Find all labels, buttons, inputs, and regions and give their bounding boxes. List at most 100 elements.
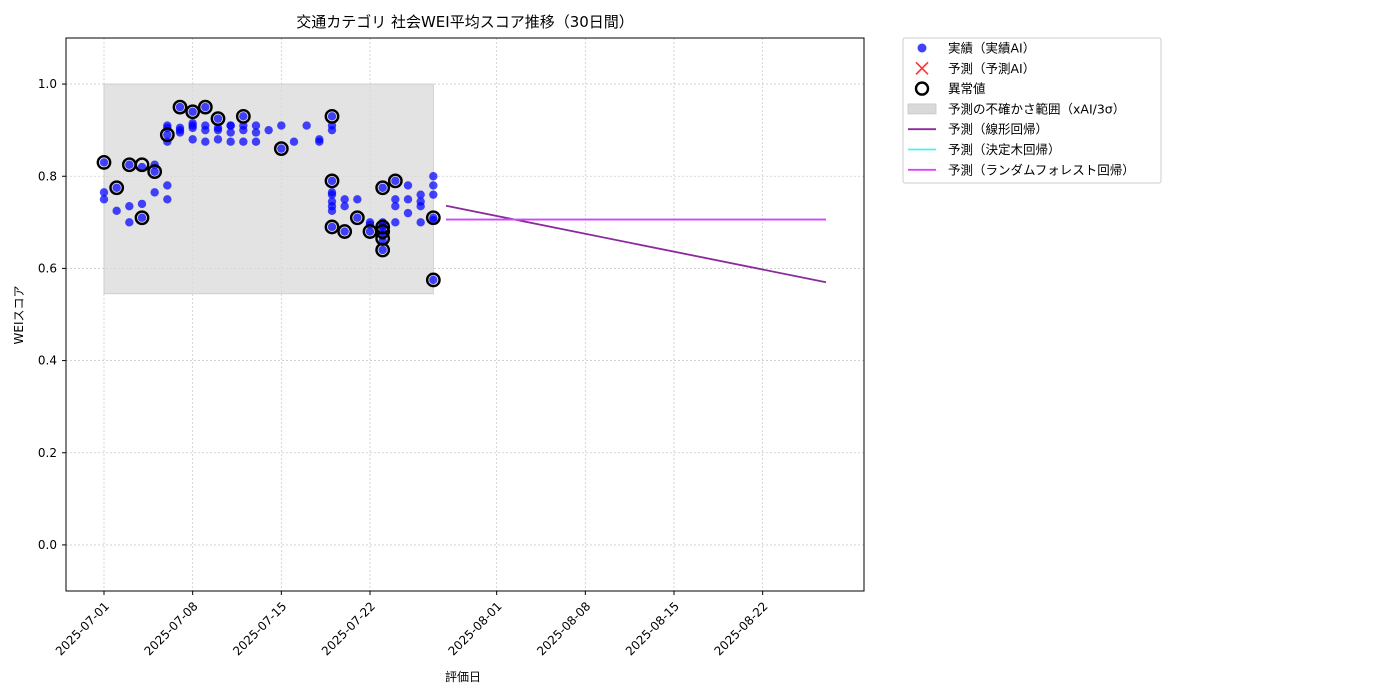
actual-point <box>125 218 134 227</box>
actual-point <box>213 114 223 123</box>
anomaly-ring <box>425 272 441 288</box>
anomaly-ring <box>375 180 391 196</box>
actual-point <box>289 137 299 146</box>
chart-title: 交通カテゴリ 社会WEI平均スコア推移（30日間） <box>296 13 634 31</box>
legend-label: 予測の不確かさ範囲（xAI/3σ） <box>948 101 1125 116</box>
actual-point <box>403 181 413 190</box>
actual-point <box>163 195 172 204</box>
x-tick-label: 2025-07-01 <box>53 599 112 658</box>
legend-dot-icon <box>917 43 927 53</box>
actual-point <box>277 121 286 130</box>
actual-point <box>226 137 235 146</box>
actual-point <box>378 236 387 245</box>
anomaly-ring <box>324 108 340 124</box>
x-axis-label: 評価日 <box>445 669 481 684</box>
actual-point <box>429 275 438 285</box>
linear-regression-line <box>445 204 827 284</box>
actual-point <box>188 107 197 116</box>
actual-point <box>416 197 425 206</box>
actual-points <box>99 102 438 285</box>
actual-point <box>226 128 235 137</box>
actual-point <box>429 215 438 225</box>
anomaly-ring <box>273 141 289 157</box>
actual-point <box>112 183 121 192</box>
actual-point <box>175 125 185 135</box>
anomaly-ring <box>210 111 226 127</box>
legend-label: 予測（線形回帰） <box>948 122 1048 137</box>
uncertainty-band-rect <box>103 83 434 295</box>
actual-point <box>327 112 337 121</box>
anomaly-ring <box>96 155 112 170</box>
actual-point <box>137 199 147 209</box>
actual-point <box>391 218 400 227</box>
actual-point <box>188 119 197 128</box>
actual-point <box>251 128 261 137</box>
actual-point <box>416 190 425 199</box>
anomaly-ring <box>425 210 441 226</box>
actual-point <box>429 181 438 190</box>
actual-point <box>403 208 413 218</box>
x-axis: 2025-07-01 2025-07-08 2025-07-15 2025-07-22… <box>53 591 771 658</box>
legend-label: 予測（ランダムフォレスト回帰） <box>948 162 1135 177</box>
actual-point <box>163 130 172 139</box>
actual-point <box>315 137 324 146</box>
actual-point <box>391 202 400 211</box>
actual-point <box>112 206 121 216</box>
actual-point <box>99 195 109 204</box>
y-tick-label: 0.8 <box>38 169 57 183</box>
legend-label: 予測（決定木回帰） <box>948 142 1061 157</box>
x-tick-label: 2025-07-22 <box>319 599 378 658</box>
actual-point <box>99 188 109 197</box>
anomaly-ring <box>134 210 150 226</box>
actual-point <box>340 227 349 236</box>
legend-label: 異常値 <box>948 81 986 96</box>
actual-point <box>391 195 400 204</box>
actual-point <box>226 121 235 130</box>
y-tick-label: 0.0 <box>38 538 57 552</box>
actual-point <box>277 144 286 153</box>
anomaly-ring <box>109 180 125 196</box>
y-axis-label: WEIスコア <box>12 286 26 345</box>
anomaly-ring <box>349 210 365 226</box>
actual-point <box>378 245 387 255</box>
y-axis: 0.0 0.2 0.4 0.6 0.8 1.0 <box>38 77 66 552</box>
legend-ring-icon <box>914 81 930 96</box>
actual-point <box>378 183 387 192</box>
anomaly-ring <box>235 108 251 124</box>
legend-patch-icon <box>907 103 937 115</box>
actual-point <box>239 112 248 121</box>
anomaly-ring <box>375 224 391 239</box>
anomaly-ring <box>387 173 403 189</box>
anomaly-ring <box>337 224 353 239</box>
actual-point <box>353 213 362 222</box>
y-tick-label: 0.2 <box>38 446 57 460</box>
anomaly-ring <box>185 104 201 120</box>
x-tick-label: 2025-07-15 <box>230 599 289 658</box>
x-tick-label: 2025-07-08 <box>142 599 201 658</box>
actual-point <box>150 188 159 197</box>
anomaly-ring <box>375 242 391 258</box>
actual-point <box>251 121 261 130</box>
actual-point <box>327 206 337 216</box>
anomaly-rings <box>96 99 441 288</box>
actual-point <box>239 137 248 146</box>
actual-point <box>150 167 159 176</box>
actual-point <box>429 190 438 199</box>
actual-point <box>429 172 438 181</box>
actual-point <box>137 162 147 172</box>
anomaly-ring <box>324 219 340 235</box>
x-tick-label: 2025-08-22 <box>712 599 771 658</box>
uncertainty-band <box>103 83 434 295</box>
anomaly-ring <box>197 99 213 115</box>
actual-point <box>99 158 109 167</box>
plot-frame <box>65 37 865 592</box>
actual-point <box>188 135 197 144</box>
actual-point <box>201 102 210 112</box>
actual-point <box>327 222 337 232</box>
actual-point <box>416 218 425 227</box>
actual-point <box>251 137 261 146</box>
actual-point <box>302 121 311 130</box>
actual-point <box>391 176 400 186</box>
x-tick-label: 2025-08-15 <box>623 599 682 658</box>
